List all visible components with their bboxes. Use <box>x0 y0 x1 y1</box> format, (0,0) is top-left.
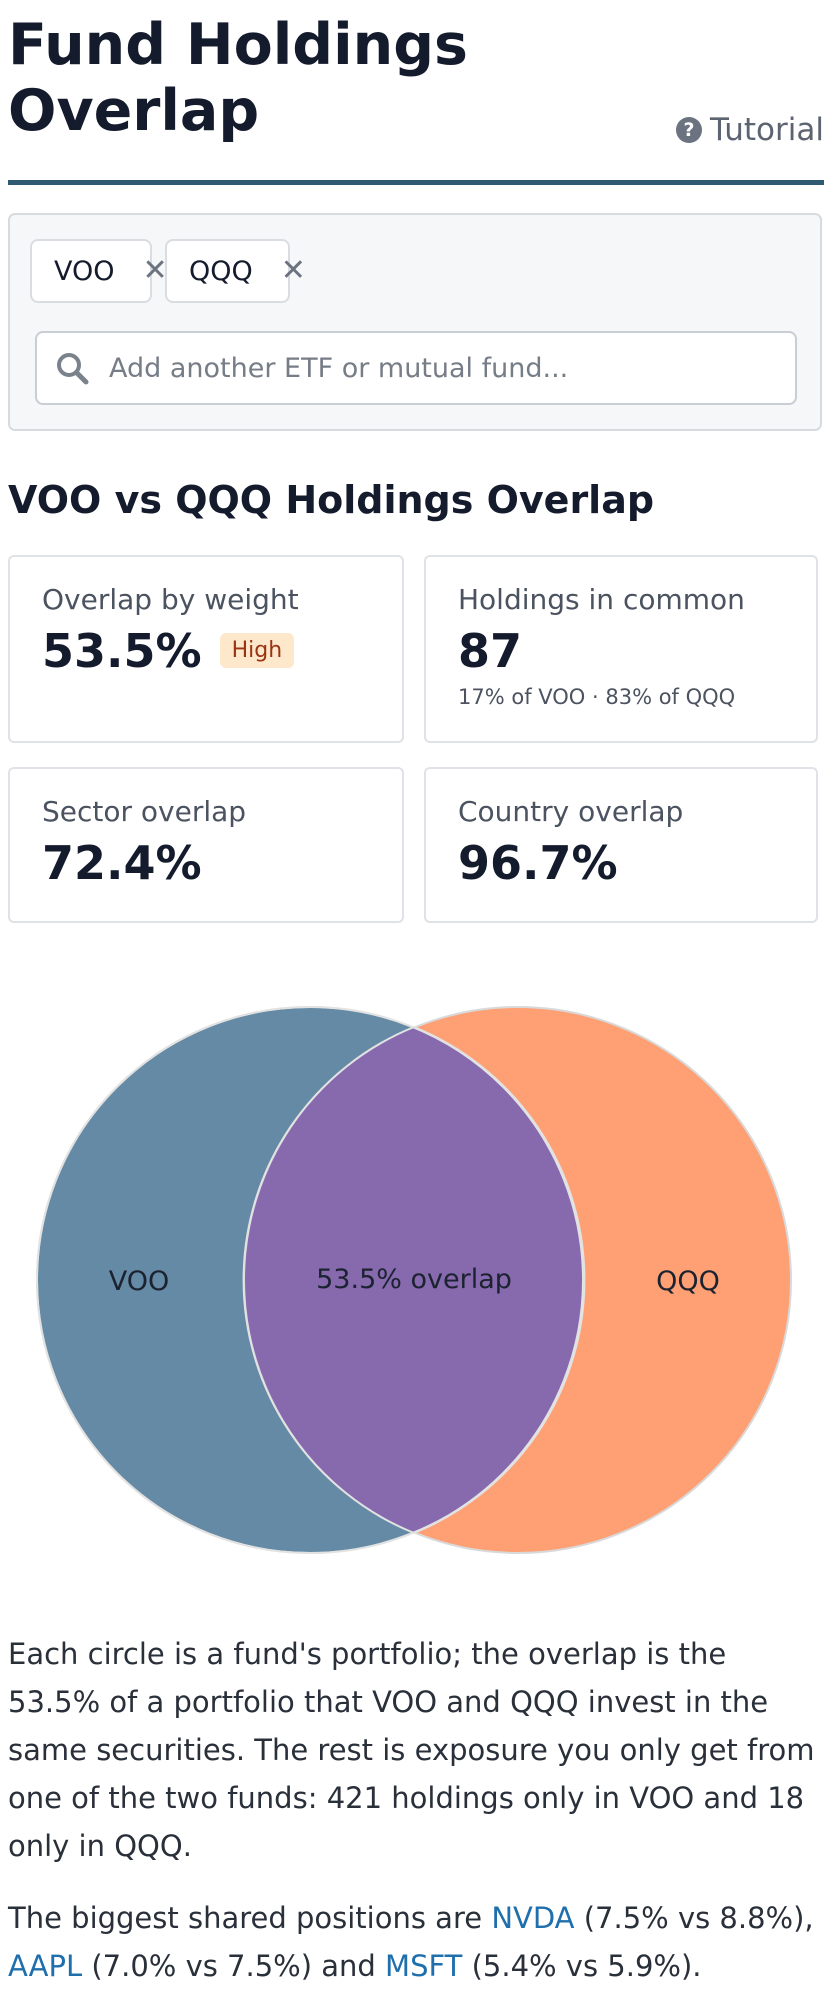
fund-search-box <box>35 331 797 405</box>
stat-card-holdings-common: Holdings in common 87 17% of VOO · 83% o… <box>424 555 818 743</box>
summary-prefix: The biggest shared positions are <box>8 1901 492 1935</box>
venn-label-overlap: 53.5% overlap <box>316 1264 512 1295</box>
close-icon[interactable]: ✕ <box>142 253 168 288</box>
ticker-detail-nvda: (7.5% vs 8.8%), <box>574 1901 814 1935</box>
close-icon[interactable]: ✕ <box>280 253 306 288</box>
page-header: Fund Holdings Overlap ? Tutorial <box>8 12 824 185</box>
ticker-link-msft[interactable]: MSFT <box>385 1949 463 1983</box>
shared-positions-summary: The biggest shared positions are NVDA (7… <box>8 1894 824 1990</box>
stat-card-country-overlap: Country overlap 96.7% <box>424 767 818 923</box>
fund-chip-voo: VOO ✕ <box>30 239 168 303</box>
page-title-line-2: Overlap <box>8 78 260 144</box>
search-icon <box>57 353 89 385</box>
venn-inner-outline <box>36 1006 584 1554</box>
fund-search-input[interactable] <box>107 351 795 385</box>
ticker-link-aapl[interactable]: AAPL <box>8 1949 83 1983</box>
venn-overlap-edge-right <box>413 1026 586 1534</box>
stat-value-row: 53.5% High <box>42 623 402 678</box>
venn-overlap-region <box>245 1007 583 1553</box>
stat-label: Holdings in common <box>458 583 745 616</box>
venn-overlap-edge-left <box>242 1026 415 1534</box>
stat-subtext: 17% of VOO · 83% of QQQ <box>458 684 736 709</box>
ticker-detail-msft: (5.4% vs 5.9%). <box>462 1949 702 1983</box>
question-circle-icon: ? <box>676 117 703 143</box>
stat-label: Sector overlap <box>42 795 247 828</box>
venn-label-voo: VOO <box>109 1266 170 1297</box>
stat-value: 72.4% <box>42 835 202 890</box>
page-title-line-1: Fund Holdings <box>8 12 468 78</box>
venn-label-qqq: QQQ <box>656 1266 720 1297</box>
section-title: VOO vs QQQ Holdings Overlap <box>8 478 655 522</box>
status-badge: High <box>219 633 295 669</box>
tutorial-label: Tutorial <box>710 112 824 148</box>
stat-label: Overlap by weight <box>42 583 299 616</box>
fund-chip-label: VOO <box>54 255 115 287</box>
stat-card-weight-overlap: Overlap by weight 53.5% High <box>8 555 404 743</box>
stat-label: Country overlap <box>458 795 684 828</box>
venn-diagram: VOO 53.5% overlap QQQ <box>36 1006 792 1554</box>
stat-value: 96.7% <box>458 835 618 890</box>
ticker-detail-aapl: (7.0% vs 7.5%) and <box>82 1949 386 1983</box>
stat-value: 87 <box>458 623 523 678</box>
stat-value: 53.5% <box>42 623 202 678</box>
tutorial-link[interactable]: ? Tutorial <box>676 112 824 148</box>
fund-chip-qqq: QQQ ✕ <box>165 239 306 303</box>
ticker-link-nvda[interactable]: NVDA <box>491 1901 575 1935</box>
stat-card-sector-overlap: Sector overlap 72.4% <box>8 767 404 923</box>
fund-chip-label: QQQ <box>189 255 253 287</box>
overlap-explanation: Each circle is a fund's portfolio; the o… <box>8 1637 815 1863</box>
page-title: Fund Holdings Overlap <box>8 12 468 144</box>
fund-picker: VOO ✕ QQQ ✕ <box>8 213 822 431</box>
